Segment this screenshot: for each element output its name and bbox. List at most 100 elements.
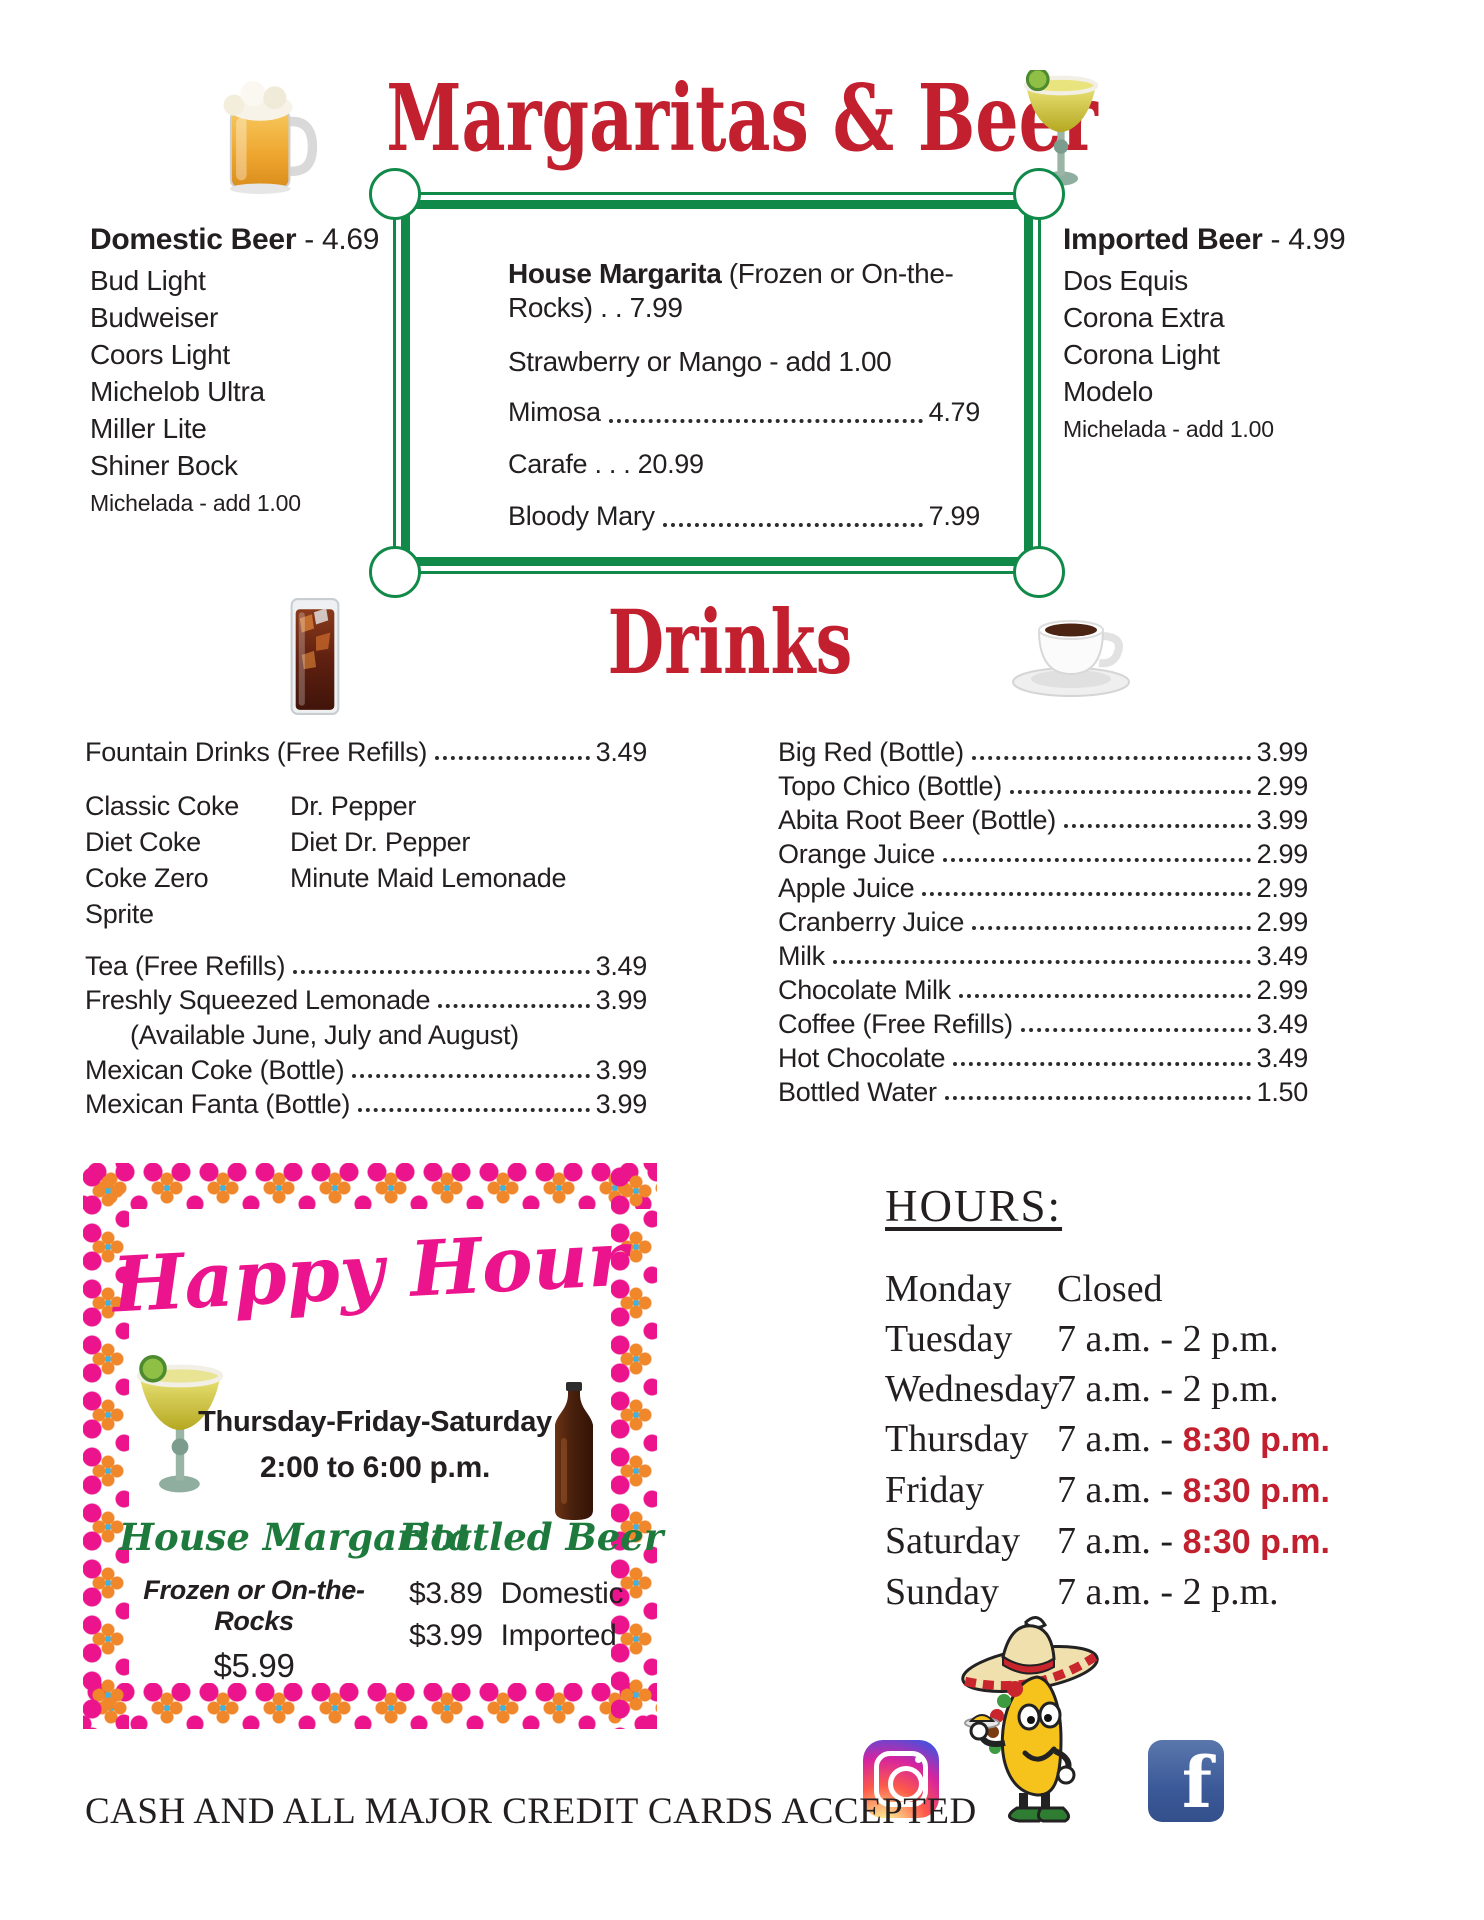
happy-hour-title: Happy Hour (110, 1213, 630, 1330)
item-name: Fountain Drinks (Free Refills) (85, 737, 428, 767)
margarita-box-rows: Mimosa 4.79 Carafe . . . 20.99 Bloody Mary 7… (508, 395, 980, 533)
item-name: Mexican Fanta (Bottle) (85, 1089, 351, 1119)
menu-row: Hot Chocolate 3.49 (778, 1044, 1308, 1072)
beer-label: Domestic (500, 1577, 624, 1610)
item-name: Tea (Free Refills) (85, 951, 286, 981)
beer-item: Budweiser (90, 302, 219, 333)
hours-row: Thursday 7 a.m. - 8:30 p.m. (885, 1414, 1365, 1465)
hours-time: 7 a.m. - 8:30 p.m. (1057, 1465, 1330, 1516)
hours-row: Friday 7 a.m. - 8:30 p.m. (885, 1465, 1365, 1516)
coffee-cup-icon (1012, 620, 1130, 697)
imported-beer-price: - 4.99 (1270, 223, 1346, 256)
item-name: Apple Juice (778, 873, 915, 903)
happy-hour-time: 2:00 to 6:00 p.m. (260, 1451, 490, 1484)
hours-row: Monday Closed (885, 1264, 1365, 1314)
happy-hour-schedule: Thursday-Friday-Saturday 2:00 to 6:00 p.… (195, 1405, 555, 1485)
fountain-flavor: Dr. Pepper (290, 791, 417, 821)
item-name: Abita Root Beer (Bottle) (778, 805, 1056, 835)
happy-hour-beer-line: $3.89 Domestic (409, 1573, 639, 1615)
item-note: (Available June, July and August) (130, 1020, 519, 1050)
menu-row: Bottled Water 1.50 (778, 1078, 1308, 1106)
beer-item: Modelo (1063, 376, 1154, 407)
facebook-icon[interactable]: f (1148, 1740, 1224, 1822)
fountain-flavor: Classic Coke (85, 791, 239, 821)
imported-beer-name: Imported Beer (1063, 223, 1263, 256)
hours-time-regular: 7 a.m. - 2 p.m. (1057, 1318, 1279, 1360)
hours-time-late: 8:30 p.m. (1182, 1472, 1330, 1510)
menu-row: Fountain Drinks (Free Refills) 3.49 (85, 738, 647, 766)
item-price: 2.99 (1256, 975, 1309, 1005)
item-name: Orange Juice (778, 839, 935, 869)
hours-time-regular: Closed (1057, 1268, 1163, 1310)
menu-row: Apple Juice 2.99 (778, 874, 1308, 902)
hours-day: Wednesday (885, 1368, 1060, 1410)
happy-hour-beer-line: $3.99 Imported (409, 1615, 639, 1657)
dotted-leader (293, 970, 590, 974)
beer-item: Dos Equis (1063, 265, 1188, 296)
hours-time-late: 8:30 p.m. (1182, 1421, 1330, 1459)
menu-row: Orange Juice 2.99 (778, 840, 1308, 868)
hours-time-late: 8:30 p.m. (1182, 1523, 1330, 1561)
menu-row: Mexican Coke (Bottle) 3.99 (85, 1056, 647, 1084)
item-name: Carafe . . . 20.99 (508, 449, 704, 479)
item-price: 1.50 (1256, 1077, 1309, 1107)
hours-time: 7 a.m. - 2 p.m. (1057, 1314, 1279, 1364)
item-name: Mexican Coke (Bottle) (85, 1055, 345, 1085)
beer-item: Shiner Bock (90, 450, 238, 481)
hours-time-regular: 7 a.m. - (1057, 1418, 1183, 1460)
fountain-flavor: Diet Coke (85, 827, 201, 857)
dotted-leader (943, 858, 1251, 862)
item-price: 3.99 (1256, 805, 1309, 835)
garland-border-left (83, 1163, 129, 1729)
dotted-leader (358, 1108, 590, 1112)
item-name: Milk (778, 941, 825, 971)
hours-time-regular: 7 a.m. - 2 p.m. (1057, 1571, 1279, 1613)
happy-hour-days: Thursday-Friday-Saturday (198, 1406, 552, 1438)
hours-day: Thursday (885, 1418, 1029, 1460)
margarita-box-inner-border (401, 200, 1033, 566)
instagram-icon[interactable] (863, 1740, 939, 1818)
hours-time-regular: 7 a.m. - (1057, 1469, 1183, 1511)
imported-beer-section: Imported Beer - 4.99 Dos Equis Corona Ext… (1063, 222, 1393, 445)
menu-row: Milk 3.49 (778, 942, 1308, 970)
happy-hour-margarita-heading: House Margarita (119, 1515, 472, 1559)
imported-beer-list: Dos Equis Corona Extra Corona Light Modelo (1063, 262, 1393, 410)
beer-label: Imported (500, 1619, 617, 1652)
item-price: 2.99 (1256, 907, 1309, 937)
hours-day: Friday (885, 1469, 985, 1511)
drinks-title: Drinks (607, 590, 853, 694)
fountain-flavor: Sprite (85, 899, 154, 929)
happy-hour-box: Happy Hour Thursday-Friday-Saturday 2:00… (83, 1163, 663, 1729)
item-name: Topo Chico (Bottle) (778, 771, 1002, 801)
dotted-leader (972, 926, 1251, 930)
hours-time-regular: 7 a.m. - 2 p.m. (1057, 1368, 1279, 1410)
menu-row: Mimosa 4.79 (508, 395, 980, 429)
box-corner-ornament (1013, 546, 1065, 598)
item-name: Mimosa (508, 397, 601, 427)
dotted-leader (958, 994, 1251, 998)
dotted-leader (608, 419, 923, 423)
menu-row: Coffee (Free Refills) 3.49 (778, 1010, 1308, 1038)
facebook-f-glyph: f (1181, 1741, 1212, 1823)
garland-border-bottom (83, 1683, 657, 1729)
margarita-flavor-line: Strawberry or Mango - add 1.00 (508, 346, 892, 377)
iced-tea-glass-icon (290, 598, 340, 715)
menu-row: Freshly Squeezed Lemonade 3.99 (85, 986, 647, 1014)
margarita-specials-box: House Margarita (Frozen or On-the-Rocks)… (369, 168, 1065, 598)
payment-note: CASH AND ALL MAJOR CREDIT CARDS ACCEPTED (85, 1791, 977, 1832)
happy-hour-margarita-offer: House Margarita Frozen or On-the-Rocks $… (119, 1515, 472, 1685)
item-price: 3.99 (595, 985, 648, 1015)
domestic-beer-name: Domestic Beer (90, 223, 297, 256)
dotted-leader (662, 523, 923, 527)
beer-item: Corona Light (1063, 339, 1220, 370)
menu-row: Topo Chico (Bottle) 2.99 (778, 772, 1308, 800)
beer-item: Miller Lite (90, 413, 207, 444)
drinks-left-rows: Tea (Free Refills) 3.49 Freshly Squeezed L… (85, 952, 647, 1118)
taco-mascot (961, 1616, 1099, 1823)
item-name: Chocolate Milk (778, 975, 951, 1005)
imported-beer-heading: Imported Beer - 4.99 (1063, 222, 1393, 258)
beer-item: Corona Extra (1063, 302, 1225, 333)
fountain-flavor: Diet Dr. Pepper (290, 827, 471, 857)
item-name: Coffee (Free Refills) (778, 1009, 1013, 1039)
drinks-left-column: Fountain Drinks (Free Refills) 3.49 Clas… (85, 738, 647, 1124)
